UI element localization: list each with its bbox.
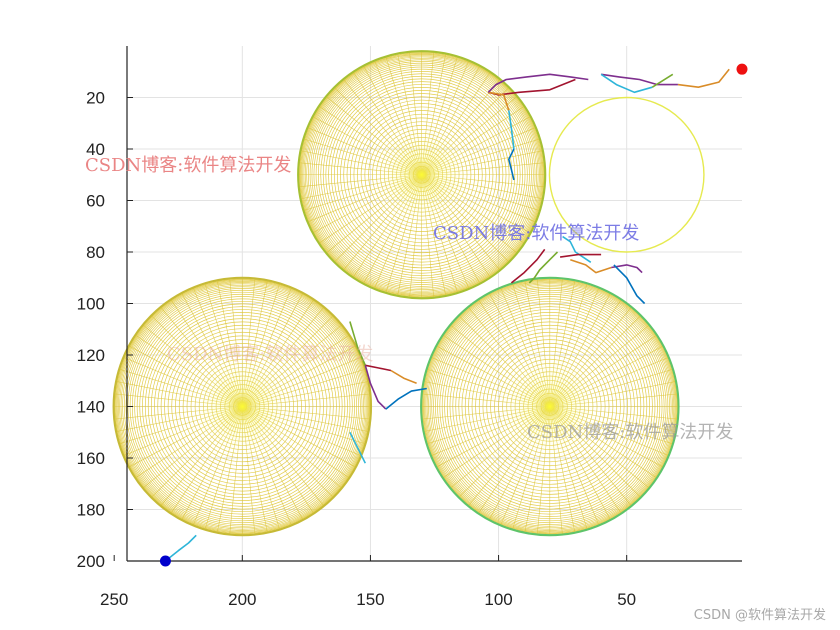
path-segment: [507, 148, 515, 181]
footer-attribution: CSDN @软件算法开发: [694, 607, 826, 623]
obstacle-rim: [548, 96, 705, 253]
path-segment: [508, 110, 515, 150]
obstacle-core: [491, 348, 608, 465]
obstacle-layer: [112, 50, 705, 537]
y-tick-label: 140: [77, 398, 105, 417]
path-segment: [559, 253, 602, 258]
path-segment: [349, 431, 367, 464]
path-segment: [677, 68, 730, 88]
path-segment: [164, 534, 197, 562]
path-segment: [488, 91, 510, 111]
path-segment: [510, 248, 546, 284]
obstacle-core: [366, 119, 478, 231]
goal-point-marker: [736, 63, 748, 75]
y-tick-label: 20: [86, 89, 105, 108]
path-segment: [600, 73, 678, 86]
path-segment: [562, 235, 592, 263]
watermark-left: CSDN博客:软件算法开发: [85, 155, 291, 176]
x-tick-label: 150: [356, 590, 384, 609]
obstacle-2: [420, 276, 680, 537]
path-segment: [385, 387, 427, 410]
obstacle-rim: [112, 276, 373, 537]
path-segment: [365, 364, 392, 372]
obstacle-1: [112, 276, 373, 537]
y-tick-label: 120: [77, 346, 105, 365]
y-tick-labels: 20 40 60 80 100 120 140 160 180 200: [77, 89, 105, 572]
path-layer: [164, 68, 730, 562]
path-segment: [570, 258, 612, 274]
path-segment: [600, 73, 653, 94]
obstacle-3: [548, 96, 705, 253]
y-tick-label: 80: [86, 243, 105, 262]
y-tick-label: 180: [77, 501, 105, 520]
start-point-marker: [159, 555, 171, 567]
obstacle-rim: [297, 50, 547, 300]
path-segment: [651, 73, 674, 88]
y-tick-label: 40: [86, 140, 105, 159]
y-tick-label: 60: [86, 192, 105, 211]
watermark-center: CSDN博客:软件算法开发: [433, 223, 639, 244]
x-tick-label: 50: [617, 590, 636, 609]
obstacle-0: [297, 50, 547, 300]
path-segment: [613, 264, 646, 305]
watermark-right: CSDN博客:软件算法开发: [527, 422, 733, 443]
watermark-faded: CSDN博客:软件算法开发: [167, 344, 373, 365]
path-segment: [487, 73, 589, 93]
obstacle-rim: [420, 276, 680, 537]
y-tick-label: 160: [77, 449, 105, 468]
x-tick-labels: 250 200 150 100 50: [100, 590, 636, 609]
axes: [113, 46, 742, 562]
y-tick-label: 100: [77, 295, 105, 314]
endpoint-markers: [159, 63, 748, 567]
path-segment: [364, 365, 387, 410]
path-segment: [390, 369, 417, 385]
x-tick-label: 200: [228, 590, 256, 609]
x-tick-label: 100: [484, 590, 512, 609]
x-tick-label: 250: [100, 590, 128, 609]
y-tick-label: 200: [77, 552, 105, 571]
path-segment: [528, 251, 559, 284]
obstacle-core: [184, 348, 301, 465]
path-segment: [611, 264, 643, 274]
path-segment: [349, 321, 367, 366]
